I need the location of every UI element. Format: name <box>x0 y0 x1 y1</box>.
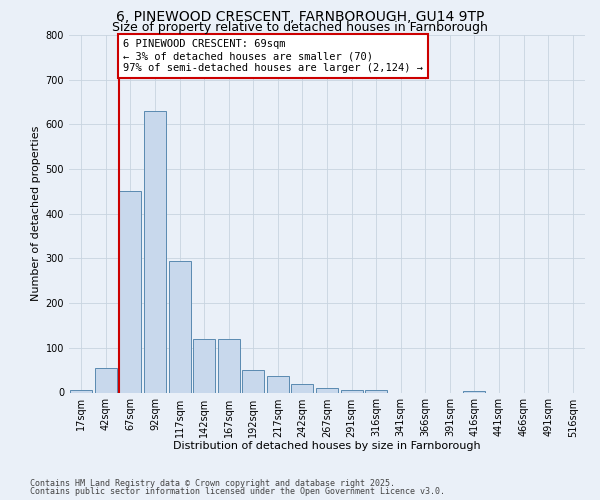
Bar <box>242 370 265 392</box>
Bar <box>144 111 166 392</box>
Bar <box>95 368 117 392</box>
Bar <box>193 339 215 392</box>
Bar <box>218 339 240 392</box>
Text: 6, PINEWOOD CRESCENT, FARNBOROUGH, GU14 9TP: 6, PINEWOOD CRESCENT, FARNBOROUGH, GU14 … <box>116 10 484 24</box>
Y-axis label: Number of detached properties: Number of detached properties <box>31 126 41 302</box>
Bar <box>341 390 362 392</box>
Text: Size of property relative to detached houses in Farnborough: Size of property relative to detached ho… <box>112 22 488 35</box>
Bar <box>119 192 142 392</box>
Text: 6 PINEWOOD CRESCENT: 69sqm
← 3% of detached houses are smaller (70)
97% of semi-: 6 PINEWOOD CRESCENT: 69sqm ← 3% of detac… <box>123 40 423 72</box>
Bar <box>292 384 313 392</box>
Text: Contains HM Land Registry data © Crown copyright and database right 2025.: Contains HM Land Registry data © Crown c… <box>30 478 395 488</box>
Bar <box>169 260 191 392</box>
Bar <box>463 391 485 392</box>
X-axis label: Distribution of detached houses by size in Farnborough: Distribution of detached houses by size … <box>173 441 481 451</box>
Text: Contains public sector information licensed under the Open Government Licence v3: Contains public sector information licen… <box>30 487 445 496</box>
Bar <box>316 388 338 392</box>
Bar <box>267 376 289 392</box>
Bar <box>70 390 92 392</box>
Bar <box>365 390 387 392</box>
